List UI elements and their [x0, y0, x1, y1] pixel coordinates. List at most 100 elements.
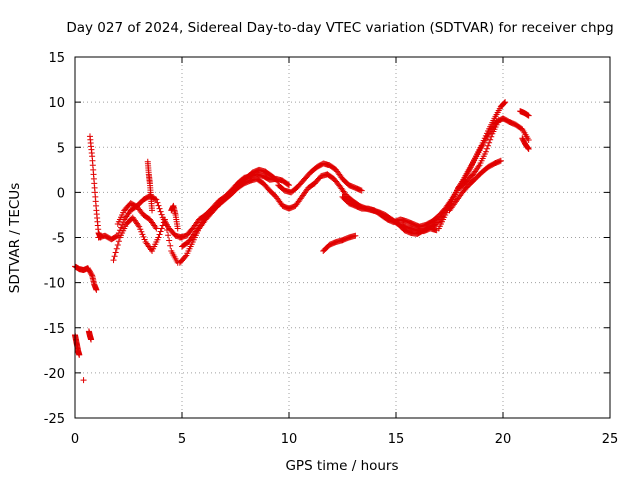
data-point	[157, 228, 164, 235]
data-point	[115, 238, 122, 245]
data-points	[72, 99, 532, 384]
data-point	[284, 181, 291, 188]
series-arc-05	[86, 133, 104, 241]
axis-ticks	[74, 56, 611, 419]
y-tick-label: -5	[52, 232, 65, 247]
data-point	[182, 253, 189, 260]
data-point	[113, 245, 120, 252]
series-arc-01	[72, 263, 100, 293]
data-point	[358, 187, 365, 194]
series-arc-13	[179, 166, 282, 250]
data-point	[165, 232, 172, 239]
data-point	[119, 221, 126, 228]
data-point	[153, 225, 160, 232]
data-point	[158, 225, 165, 232]
data-point	[501, 99, 508, 106]
series-arc-03	[85, 328, 95, 343]
data-point	[488, 133, 495, 140]
data-point	[88, 336, 95, 343]
data-point	[487, 136, 494, 143]
data-point	[166, 237, 173, 244]
y-tick-labels: -25 -20 -15 -10 -5 0 5 10 15	[44, 51, 65, 427]
data-point	[80, 377, 87, 384]
data-point	[164, 226, 171, 233]
data-point	[138, 228, 145, 235]
data-point	[525, 112, 532, 119]
series-arc-06	[95, 192, 185, 243]
series-arc-20	[446, 157, 504, 214]
data-point	[139, 231, 146, 238]
x-tick-label: 15	[388, 432, 405, 447]
data-point	[502, 99, 509, 106]
series-arc-02	[72, 331, 83, 358]
y-axis-label: SDTVAR / TECUs	[7, 183, 23, 293]
x-tick-label: 20	[495, 432, 512, 447]
series-arc-21	[457, 117, 502, 191]
data-point	[88, 271, 95, 278]
series-arc-07	[110, 214, 181, 266]
x-tick-label: 5	[178, 432, 186, 447]
y-tick-label: 0	[57, 186, 65, 201]
x-tick-labels: 0 5 10 15 20 25	[71, 432, 618, 447]
data-point	[525, 137, 532, 144]
data-point	[162, 221, 169, 228]
x-axis-label: GPS time / hours	[285, 458, 398, 474]
data-point	[136, 223, 143, 230]
data-point	[153, 196, 160, 203]
y-tick-label: 15	[48, 51, 65, 66]
data-point	[140, 233, 147, 240]
data-point	[111, 253, 118, 260]
y-tick-label: -15	[44, 322, 65, 337]
data-point	[93, 286, 100, 293]
x-tick-label: 25	[602, 432, 619, 447]
data-point	[156, 231, 163, 238]
y-tick-label: -20	[44, 367, 65, 382]
data-point	[286, 182, 292, 189]
data-point	[525, 146, 532, 153]
y-tick-label: 5	[57, 141, 65, 156]
series-arc-16	[320, 232, 359, 255]
series-arc-14	[275, 160, 365, 196]
data-point	[274, 177, 281, 184]
data-point	[118, 224, 125, 231]
data-point	[76, 351, 83, 358]
data-point	[485, 142, 492, 149]
data-point	[156, 205, 163, 212]
data-point	[159, 222, 166, 229]
series-arc-10	[168, 202, 181, 232]
series-arc-08	[114, 200, 160, 232]
data-point	[157, 208, 164, 215]
data-point	[141, 236, 148, 243]
data-point	[483, 145, 490, 152]
data-point	[158, 211, 165, 218]
series-arc-09	[144, 158, 156, 214]
data-point	[525, 145, 532, 152]
data-point	[114, 242, 121, 249]
data-point	[155, 202, 162, 209]
data-point	[486, 139, 493, 146]
data-point	[113, 233, 120, 240]
series-arc-23	[519, 135, 532, 153]
data-point	[112, 249, 119, 256]
data-point	[497, 157, 504, 164]
data-point	[155, 234, 162, 241]
data-point	[495, 117, 502, 124]
data-point	[154, 199, 161, 206]
data-point	[110, 257, 117, 264]
x-tick-label: 0	[71, 432, 79, 447]
x-tick-label: 10	[281, 432, 298, 447]
data-point	[161, 216, 168, 223]
series-arc-22	[517, 108, 532, 119]
y-tick-label: 10	[48, 96, 65, 111]
data-point	[174, 225, 181, 232]
data-point	[137, 226, 144, 233]
series-arc-04	[80, 377, 87, 384]
y-tick-label: -25	[44, 412, 65, 427]
data-point	[167, 242, 174, 249]
data-point	[352, 232, 359, 239]
chart-title: Day 027 of 2024, Sidereal Day-to-day VTE…	[66, 20, 613, 36]
data-point	[149, 207, 156, 214]
data-point	[482, 148, 489, 155]
y-tick-label: -10	[44, 277, 65, 292]
